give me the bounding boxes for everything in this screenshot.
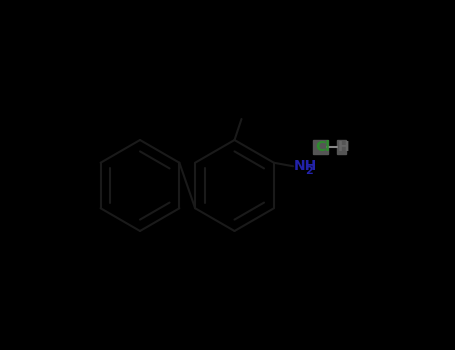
Text: Cl: Cl — [315, 140, 330, 154]
FancyBboxPatch shape — [313, 140, 328, 154]
Text: H: H — [338, 140, 349, 154]
Text: 2: 2 — [305, 166, 313, 176]
FancyBboxPatch shape — [337, 140, 346, 154]
Text: NH: NH — [294, 159, 318, 173]
